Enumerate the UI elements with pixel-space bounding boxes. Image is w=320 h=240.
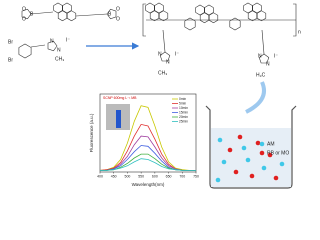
ring bbox=[66, 10, 77, 22]
ring bbox=[53, 2, 63, 14]
spectrum-line bbox=[100, 158, 196, 171]
ring bbox=[18, 43, 32, 59]
curved-arrow bbox=[245, 81, 266, 114]
x-tick-label: 700 bbox=[179, 174, 185, 178]
bond bbox=[162, 29, 166, 53]
ring bbox=[62, 2, 72, 14]
ion-label: I⁻ bbox=[175, 51, 179, 57]
legend-label: 20min bbox=[179, 115, 188, 119]
bracket bbox=[293, 3, 297, 37]
ring bbox=[195, 4, 205, 16]
ring bbox=[149, 10, 160, 22]
x-tick-label: 550 bbox=[138, 174, 144, 178]
bond bbox=[261, 29, 265, 55]
repeat-label: n bbox=[298, 29, 301, 35]
ring bbox=[21, 8, 32, 20]
ring bbox=[154, 2, 164, 14]
atom-label: N bbox=[258, 53, 262, 59]
legend-label: RB or MO bbox=[267, 150, 289, 156]
ring bbox=[145, 2, 155, 14]
ring bbox=[106, 8, 117, 20]
group-label: CH₃ bbox=[158, 70, 167, 76]
spectrum-line bbox=[99, 105, 196, 171]
legend-label: 0min bbox=[179, 97, 186, 101]
atom-label: N bbox=[57, 47, 61, 53]
chart-title: SCNP 600mg L⁻¹ MB bbox=[103, 96, 137, 100]
beaker bbox=[205, 105, 297, 189]
ring bbox=[247, 10, 258, 22]
ring bbox=[243, 2, 253, 14]
ring bbox=[256, 10, 267, 22]
group-label: CH₃ bbox=[55, 56, 64, 62]
bracket bbox=[142, 3, 146, 37]
ring bbox=[258, 53, 270, 64]
atom-label: B bbox=[108, 11, 112, 17]
legend-label: 25min bbox=[179, 119, 188, 123]
spectrum-chart: SCNP 600mg L⁻¹ MB Wavelength(nm) Fluores… bbox=[89, 93, 199, 187]
legend-label: AM bbox=[267, 141, 275, 147]
ring bbox=[57, 10, 68, 22]
atom-label: O bbox=[22, 6, 26, 12]
legend-label: 15min bbox=[179, 110, 188, 114]
bond bbox=[30, 11, 54, 15]
ring bbox=[159, 51, 171, 62]
atom-label: Br bbox=[8, 39, 13, 45]
x-tick-label: 500 bbox=[125, 174, 131, 178]
ring bbox=[208, 12, 219, 24]
x-tick-label: 650 bbox=[166, 174, 172, 178]
atom-label: N bbox=[158, 51, 162, 57]
legend-marker bbox=[259, 150, 265, 156]
x-tick-label: 450 bbox=[111, 174, 117, 178]
atom-label: N bbox=[50, 38, 54, 44]
bond bbox=[75, 13, 108, 17]
atom-label: N bbox=[266, 61, 270, 67]
atom-label: B bbox=[30, 11, 34, 17]
atom-label: O bbox=[116, 6, 120, 12]
x-tick-label: 750 bbox=[193, 174, 199, 178]
x-tick-label: 400 bbox=[97, 174, 103, 178]
solution bbox=[211, 128, 291, 187]
ring bbox=[229, 17, 241, 31]
legend-marker bbox=[259, 141, 265, 147]
ring bbox=[199, 12, 210, 24]
ring bbox=[158, 10, 169, 22]
structures bbox=[18, 2, 297, 64]
atom-label: N bbox=[166, 59, 170, 65]
ion-label: I⁻ bbox=[66, 37, 70, 43]
ring bbox=[204, 4, 214, 16]
group-label: H₃C bbox=[256, 72, 266, 78]
legend-label: 5min bbox=[179, 101, 186, 105]
ring bbox=[47, 40, 58, 52]
ring bbox=[184, 17, 196, 31]
graphical-abstract: O B O O B O Br Br N N I⁻ CH₃ N N I⁻ CH₃ … bbox=[8, 2, 301, 189]
legend-label: 10min bbox=[179, 106, 188, 110]
bond bbox=[30, 44, 46, 48]
x-axis-label: Wavelength(nm) bbox=[132, 182, 165, 187]
atom-label: O bbox=[116, 16, 120, 22]
x-tick-label: 600 bbox=[152, 174, 158, 178]
atom-label: Br bbox=[8, 57, 13, 63]
atom-label: O bbox=[22, 16, 26, 22]
y-axis-label: Fluorescence (a.u.) bbox=[89, 113, 94, 152]
ring bbox=[252, 2, 262, 14]
inset-vial bbox=[116, 110, 121, 128]
ion-label: I⁻ bbox=[274, 53, 278, 59]
particles bbox=[215, 134, 285, 183]
